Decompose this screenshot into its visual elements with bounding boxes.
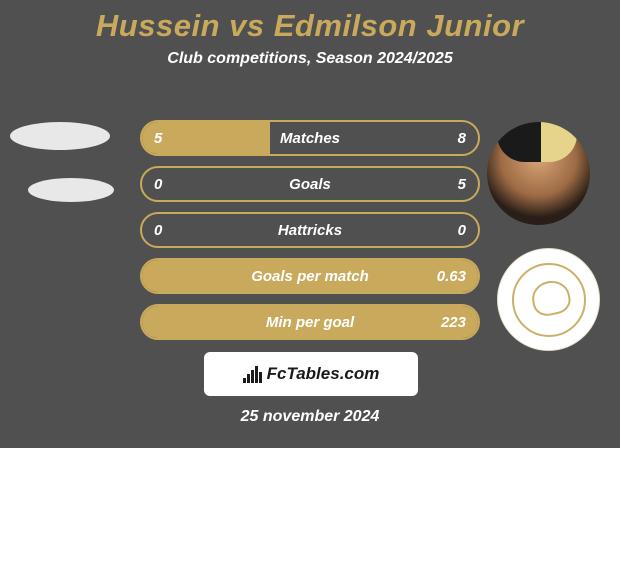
stat-row: Goals per match 0.63 [140, 258, 480, 294]
brand-bar [255, 366, 258, 383]
brand-bar [247, 374, 250, 383]
brand-bar [251, 370, 254, 383]
stat-label: Min per goal [266, 314, 354, 331]
crest-icon [512, 263, 586, 337]
player-left-avatar-1 [10, 122, 110, 150]
player-right-avatar [487, 122, 590, 225]
stat-row: Min per goal 223 [140, 304, 480, 340]
stat-value-right: 5 [458, 176, 466, 193]
stat-label: Hattricks [278, 222, 342, 239]
brand-badge[interactable]: FcTables.com [204, 352, 418, 396]
stat-rows: 5 Matches 8 0 Goals 5 0 Hattricks 0 Goals per mat… [140, 120, 480, 350]
stat-value-right: 0.63 [437, 268, 466, 285]
stat-row: 5 Matches 8 [140, 120, 480, 156]
stat-row: 0 Hattricks 0 [140, 212, 480, 248]
stat-label: Goals per match [251, 268, 369, 285]
brand-bars-icon [243, 365, 261, 383]
stat-label: Goals [289, 176, 331, 193]
brand-text: FcTables.com [267, 364, 380, 384]
stat-value-right: 8 [458, 130, 466, 147]
stat-value-right: 0 [458, 222, 466, 239]
date-label: 25 november 2024 [0, 408, 620, 426]
page-title: Hussein vs Edmilson Junior [0, 0, 620, 44]
stat-label: Matches [280, 130, 340, 147]
stat-row: 0 Goals 5 [140, 166, 480, 202]
subtitle: Club competitions, Season 2024/2025 [0, 50, 620, 68]
stat-value-left: 5 [154, 130, 162, 147]
player-left-avatar-2 [28, 178, 114, 202]
stat-value-left: 0 [154, 176, 162, 193]
brand-bar [259, 372, 262, 383]
stat-value-left: 0 [154, 222, 162, 239]
brand-bar [243, 378, 246, 383]
comparison-panel: Hussein vs Edmilson Junior Club competit… [0, 0, 620, 448]
stat-value-right: 223 [441, 314, 466, 331]
club-right-crest [497, 248, 600, 351]
